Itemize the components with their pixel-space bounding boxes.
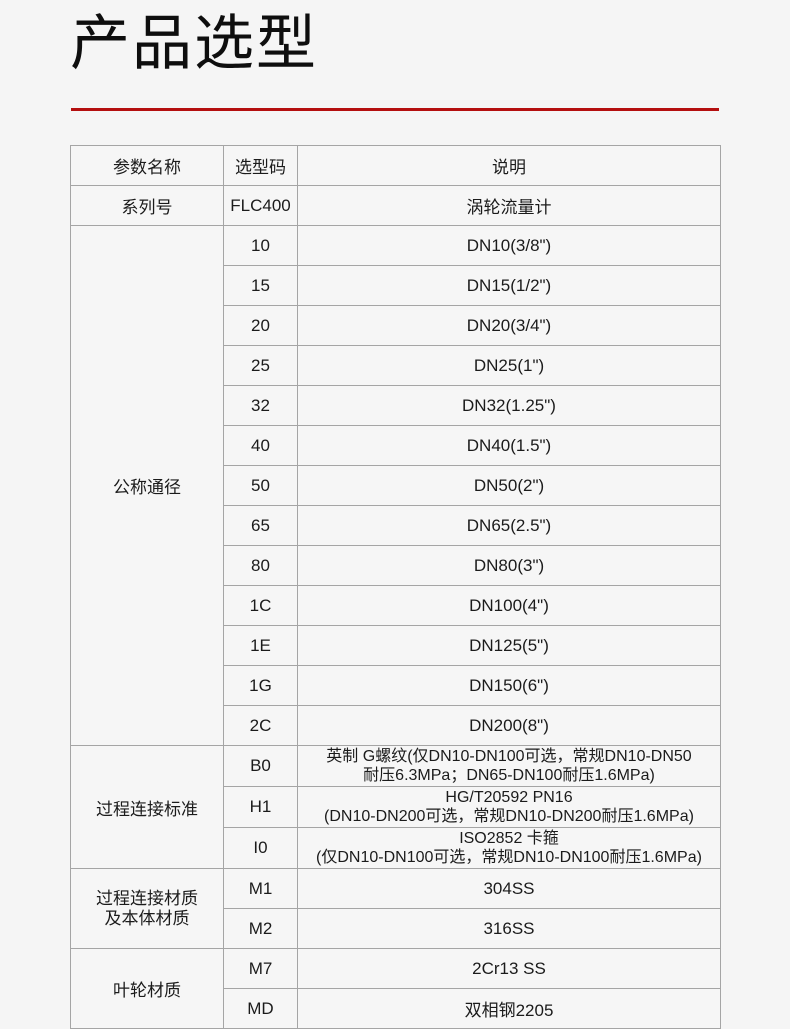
table-row: 1E DN125(5"): [71, 625, 721, 666]
table-row: 20 DN20(3/4"): [71, 305, 721, 346]
desc-line: ISO2852 卡箍: [459, 830, 559, 847]
title-underline: [71, 108, 719, 111]
table-header-row: 参数名称 选型码 说明: [70, 145, 721, 186]
desc-line: 耐压6.3MPa；DN65-DN100耐压1.6MPa): [363, 767, 655, 784]
table-row: 15 DN15(1/2"): [71, 265, 721, 306]
code-cell: 32: [223, 385, 298, 426]
code-cell: M7: [223, 948, 298, 989]
code-cell: 65: [223, 505, 298, 546]
desc-cell: DN20(3/4"): [297, 305, 721, 346]
desc-cell: 304SS: [297, 868, 721, 909]
product-selection-table: 参数名称 选型码 说明 系列号 FLC400 涡轮流量计 公称通径 10 DN1…: [70, 145, 721, 1029]
desc-cell: DN80(3"): [297, 545, 721, 586]
desc-cell: DN65(2.5"): [297, 505, 721, 546]
table-row: 过程连接材质 及本体材质 M1 304SS: [70, 868, 721, 949]
code-cell: 2C: [223, 705, 298, 746]
code-cell: 25: [223, 345, 298, 386]
table-row: 65 DN65(2.5"): [71, 505, 721, 546]
table-row: 叶轮材质 M7 2Cr13 SS: [70, 948, 721, 1029]
desc-cell: 涡轮流量计: [297, 185, 721, 226]
code-cell: I0: [223, 827, 298, 869]
table-row: 系列号 FLC400 涡轮流量计: [70, 185, 721, 226]
desc-cell: 316SS: [297, 908, 721, 949]
code-cell: H1: [223, 786, 298, 828]
desc-cell: 2Cr13 SS: [297, 948, 721, 989]
code-cell: 10: [223, 225, 298, 266]
param-line: 及本体材质: [104, 908, 190, 928]
param-line: 过程连接材质: [96, 888, 198, 908]
table-row: 过程连接标准 B0 英制 G螺纹(仅DN10-DN100可选，常规DN10-DN…: [70, 745, 721, 869]
desc-cell: DN50(2"): [297, 465, 721, 506]
desc-cell: DN100(4"): [297, 585, 721, 626]
desc-line: HG/T20592 PN16: [445, 789, 573, 806]
table-row: 2C DN200(8"): [71, 705, 721, 746]
header-code: 选型码: [223, 145, 298, 186]
desc-cell: DN200(8"): [297, 705, 721, 746]
desc-cell: DN10(3/8"): [297, 225, 721, 266]
param-cell: 过程连接标准: [70, 745, 224, 869]
table-row: H1 HG/T20592 PN16 (DN10-DN200可选，常规DN10-D…: [71, 786, 721, 828]
param-cell: 系列号: [70, 185, 224, 226]
code-cell: 1C: [223, 585, 298, 626]
desc-line: (仅DN10-DN100可选，常规DN10-DN100耐压1.6MPa): [316, 849, 702, 866]
desc-cell: HG/T20592 PN16 (DN10-DN200可选，常规DN10-DN20…: [297, 786, 721, 828]
desc-cell: DN32(1.25"): [297, 385, 721, 426]
desc-cell: DN40(1.5"): [297, 425, 721, 466]
code-cell: 1E: [223, 625, 298, 666]
desc-line: (DN10-DN200可选，常规DN10-DN200耐压1.6MPa): [324, 808, 694, 825]
code-cell: M2: [223, 908, 298, 949]
param-cell: 公称通径: [70, 225, 224, 746]
code-cell: 40: [223, 425, 298, 466]
param-cell: 叶轮材质: [70, 948, 224, 1029]
code-cell: FLC400: [223, 185, 298, 226]
header-desc: 说明: [297, 145, 721, 186]
code-cell: 50: [223, 465, 298, 506]
table-row: 25 DN25(1"): [71, 345, 721, 386]
table-row: 80 DN80(3"): [71, 545, 721, 586]
desc-cell: DN25(1"): [297, 345, 721, 386]
table-row: 40 DN40(1.5"): [71, 425, 721, 466]
desc-cell: 英制 G螺纹(仅DN10-DN100可选，常规DN10-DN50 耐压6.3MP…: [297, 745, 721, 787]
desc-cell: DN125(5"): [297, 625, 721, 666]
code-cell: 80: [223, 545, 298, 586]
table-row: 50 DN50(2"): [71, 465, 721, 506]
param-cell: 过程连接材质 及本体材质: [70, 868, 224, 949]
table-row: 公称通径 10 DN10(3/8"): [70, 225, 721, 746]
table-row: 32 DN32(1.25"): [71, 385, 721, 426]
code-cell: MD: [223, 988, 298, 1029]
desc-cell: ISO2852 卡箍 (仅DN10-DN100可选，常规DN10-DN100耐压…: [297, 827, 721, 869]
code-cell: M1: [223, 868, 298, 909]
code-cell: B0: [223, 745, 298, 787]
table-row: M2 316SS: [71, 908, 721, 949]
desc-cell: 双相钢2205: [297, 988, 721, 1029]
desc-cell: DN15(1/2"): [297, 265, 721, 306]
code-cell: 15: [223, 265, 298, 306]
code-cell: 20: [223, 305, 298, 346]
desc-cell: DN150(6"): [297, 665, 721, 706]
desc-line: 英制 G螺纹(仅DN10-DN100可选，常规DN10-DN50: [326, 748, 692, 765]
table-row: 1G DN150(6"): [71, 665, 721, 706]
header-param: 参数名称: [70, 145, 224, 186]
code-cell: 1G: [223, 665, 298, 706]
page-title: 产品选型: [70, 10, 318, 77]
